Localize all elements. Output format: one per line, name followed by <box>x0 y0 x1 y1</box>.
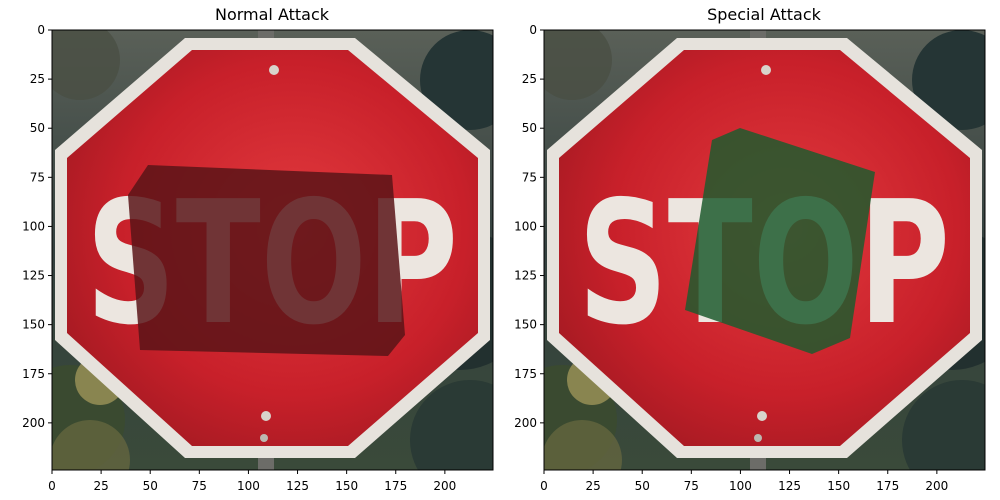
y-tick-label: 75 <box>30 170 45 184</box>
y-tick-label: 200 <box>514 416 537 430</box>
y-tick-label: 150 <box>22 318 45 332</box>
y-tick-label: 100 <box>514 219 537 233</box>
x-tick-label: 100 <box>237 479 260 493</box>
x-tick-label: 100 <box>729 479 752 493</box>
y-tick-label: 0 <box>529 23 537 37</box>
x-tick-label: 125 <box>778 479 801 493</box>
x-tick-label: 0 <box>540 479 548 493</box>
x-tick-label: 150 <box>335 479 358 493</box>
x-tick-label: 50 <box>635 479 650 493</box>
x-tick-label: 150 <box>827 479 850 493</box>
panel-normal-attack: Normal Attack STOP <box>22 5 494 493</box>
panel-title: Normal Attack <box>215 5 330 24</box>
x-tick-label: 175 <box>876 479 899 493</box>
y-tick-label: 25 <box>30 72 45 86</box>
y-tick-label: 125 <box>22 269 45 283</box>
stop-sign-image: STOP <box>52 30 493 470</box>
y-tick-label: 150 <box>514 318 537 332</box>
axes-border <box>543 29 986 471</box>
y-tick-label: 100 <box>22 219 45 233</box>
x-tick-label: 75 <box>192 479 207 493</box>
y-tick-label: 125 <box>514 269 537 283</box>
x-tick-label: 175 <box>384 479 407 493</box>
y-tick-label: 50 <box>522 121 537 135</box>
x-tick-label: 25 <box>585 479 600 493</box>
adversarial-patch <box>128 165 405 356</box>
y-tick-label: 175 <box>22 367 45 381</box>
axes-frame: 0 25 50 75 100 125 150 175 200 0 25 50 75 100 125 150 17… <box>514 23 986 493</box>
x-tick-label: 200 <box>925 479 948 493</box>
y-tick-label: 200 <box>22 416 45 430</box>
x-tick-label: 125 <box>286 479 309 493</box>
x-tick-label: 200 <box>433 479 456 493</box>
panel-title: Special Attack <box>707 5 822 24</box>
stop-sign-image: STOP <box>544 30 985 470</box>
adversarial-patch <box>685 128 875 354</box>
x-tick-label: 75 <box>684 479 699 493</box>
x-tick-label: 50 <box>143 479 158 493</box>
axes-border <box>51 29 494 471</box>
axes-frame: 0 25 50 75 100 125 150 175 200 0 25 50 75 100 125 150 17… <box>22 23 494 493</box>
y-tick-label: 25 <box>522 72 537 86</box>
y-tick-label: 0 <box>37 23 45 37</box>
y-tick-label: 50 <box>30 121 45 135</box>
x-tick-label: 25 <box>93 479 108 493</box>
x-tick-label: 0 <box>48 479 56 493</box>
y-tick-label: 75 <box>522 170 537 184</box>
y-tick-label: 175 <box>514 367 537 381</box>
